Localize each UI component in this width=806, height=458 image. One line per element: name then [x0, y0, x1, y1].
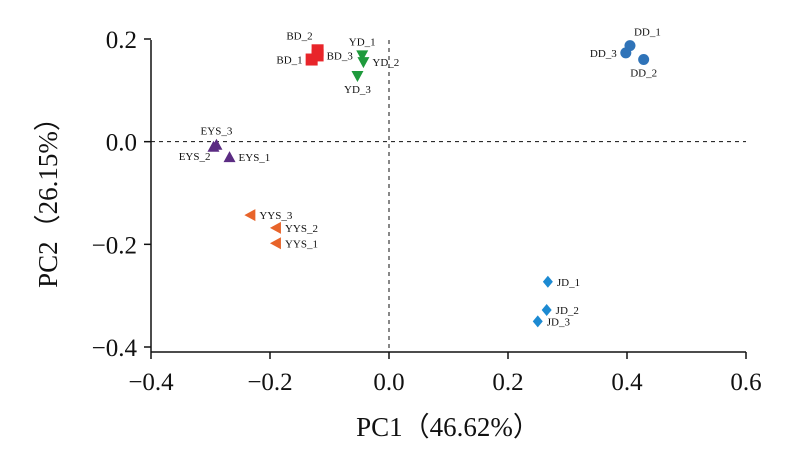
series-eys: EYS_1 EYS_2 EYS_3	[179, 126, 271, 164]
data-point-yd_1	[356, 50, 369, 62]
point-label-bd_2: BD_2	[286, 30, 312, 42]
data-points: BD_1 BD_2 BD_3 YD_1 YD_2 YD_3 DD_1 DD_2 DD_3 EYS_…	[179, 27, 661, 329]
x-tick-label: 0.4	[611, 369, 643, 396]
reference-lines	[151, 40, 746, 352]
data-point-yd_3	[351, 70, 364, 82]
y-axis-ticks: 0.2 0.0 −0.2 −0.4	[92, 27, 151, 362]
point-label-dd_3: DD_3	[590, 48, 617, 60]
y-tick-label: −0.4	[92, 335, 138, 362]
data-point-jd_1	[542, 275, 553, 288]
point-label-eys_2: EYS_2	[179, 151, 211, 163]
data-point-bd_3	[311, 49, 324, 62]
point-label-yd_3: YD_3	[344, 84, 371, 96]
series-jd: JD_1 JD_2JD_3	[532, 275, 580, 328]
series-dd: DD_1 DD_2 DD_3	[590, 27, 661, 80]
data-point-yys_2	[269, 221, 281, 234]
data-point-yys_3	[244, 209, 256, 222]
point-label-dd_1: DD_1	[634, 27, 661, 39]
x-tick-label: 0.6	[730, 369, 761, 396]
axes	[150, 40, 746, 353]
point-label-yd_1: YD_1	[349, 36, 376, 48]
point-label-bd_1: BD_1	[276, 55, 302, 67]
point-label-yd_2: YD_2	[372, 57, 399, 69]
data-point-dd_3	[620, 47, 632, 59]
point-label-eys_3: EYS_3	[201, 126, 233, 138]
x-tick-label: 0.2	[492, 369, 523, 396]
y-tick-label: 0.2	[106, 27, 137, 54]
x-axis-title: PC1（46.62%）	[356, 412, 540, 442]
point-label-eys_1: EYS_1	[239, 152, 271, 164]
point-label-jd_2: JD_2	[556, 305, 579, 317]
data-point-yys_1	[269, 237, 281, 250]
y-tick-label: −0.2	[92, 232, 137, 259]
point-label-bd_3: BD_3	[327, 50, 354, 62]
data-point-jd_3	[532, 315, 543, 328]
x-tick-label: −0.4	[128, 369, 174, 396]
y-tick-label: 0.0	[106, 130, 137, 157]
point-label-jd_3: JD_3	[547, 316, 571, 328]
point-label-dd_2: DD_2	[630, 68, 657, 80]
series-bd: BD_1 BD_2 BD_3	[276, 30, 353, 66]
point-label-jd_1: JD_1	[557, 277, 580, 289]
data-point-yd_2	[357, 57, 370, 69]
y-axis-title: PC2（26.15%）	[33, 104, 63, 288]
data-point-jd_2	[541, 304, 552, 317]
data-point-eys_1	[223, 151, 236, 163]
x-tick-label: −0.2	[247, 369, 292, 396]
series-yd: YD_1 YD_2 YD_3	[344, 36, 399, 96]
data-point-eys_3	[210, 138, 223, 150]
point-label-yys_2: YYS_2	[285, 223, 318, 235]
point-label-yys_3: YYS_3	[259, 210, 293, 222]
data-point-dd_2	[638, 54, 650, 66]
point-label-yys_1: YYS_1	[285, 238, 318, 250]
x-axis-ticks: −0.4 −0.2 0.0 0.2 0.4 0.6	[128, 352, 762, 396]
x-tick-label: 0.0	[373, 369, 404, 396]
